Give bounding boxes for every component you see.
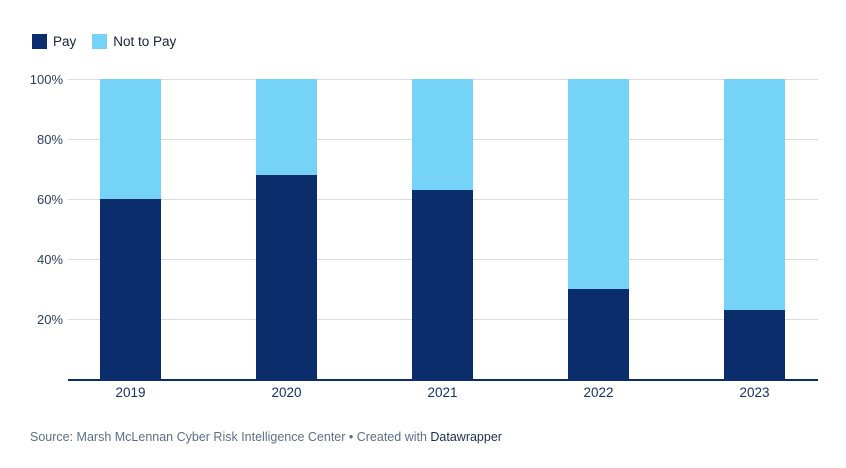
bar-segment-not-to-pay-2021[interactable]: [412, 79, 473, 190]
legend-label: Not to Pay: [113, 34, 177, 49]
legend-label: Pay: [53, 34, 77, 49]
bar-segment-pay-2020[interactable]: [256, 175, 317, 379]
y-axis-tick-label: 60%: [36, 192, 63, 207]
chart-footer: Source: Marsh McLennan Cyber Risk Intell…: [30, 430, 502, 444]
bar-segment-pay-2021[interactable]: [412, 190, 473, 379]
bar-segment-pay-2022[interactable]: [568, 289, 629, 379]
x-axis-tick-label: 2022: [583, 385, 614, 400]
legend-item: Not to Pay: [92, 34, 176, 49]
bar-segment-not-to-pay-2022[interactable]: [568, 79, 629, 289]
bar-segment-not-to-pay-2023[interactable]: [724, 79, 785, 310]
y-axis-tick-label: 20%: [36, 312, 63, 327]
y-axis-tick-label: 40%: [36, 252, 63, 267]
legend: Pay Not to Pay: [32, 34, 176, 49]
bar-segment-pay-2023[interactable]: [724, 310, 785, 379]
bar-segment-not-to-pay-2019[interactable]: [100, 79, 161, 199]
legend-swatch: [92, 34, 108, 49]
bar-segment-pay-2019[interactable]: [100, 199, 161, 379]
x-axis-tick-label: 2019: [115, 385, 146, 400]
x-axis-tick-label: 2021: [427, 385, 458, 400]
bar-segment-not-to-pay-2020[interactable]: [256, 79, 317, 175]
plot-area: 100% 80% 60% 40% 20% 2019 2020 2021 2022 2023: [29, 72, 818, 400]
y-axis-tick-label: 80%: [36, 132, 63, 147]
x-axis-line: [68, 379, 818, 381]
x-axis-tick-label: 2020: [271, 385, 302, 400]
x-axis-tick-label: 2023: [739, 385, 770, 400]
legend-item: Pay: [32, 34, 76, 49]
y-axis-tick-label: 100%: [29, 72, 63, 87]
datawrapper-link[interactable]: Datawrapper: [430, 430, 502, 444]
legend-swatch: [32, 34, 47, 49]
source-text: Source: Marsh McLennan Cyber Risk Intell…: [30, 430, 431, 444]
